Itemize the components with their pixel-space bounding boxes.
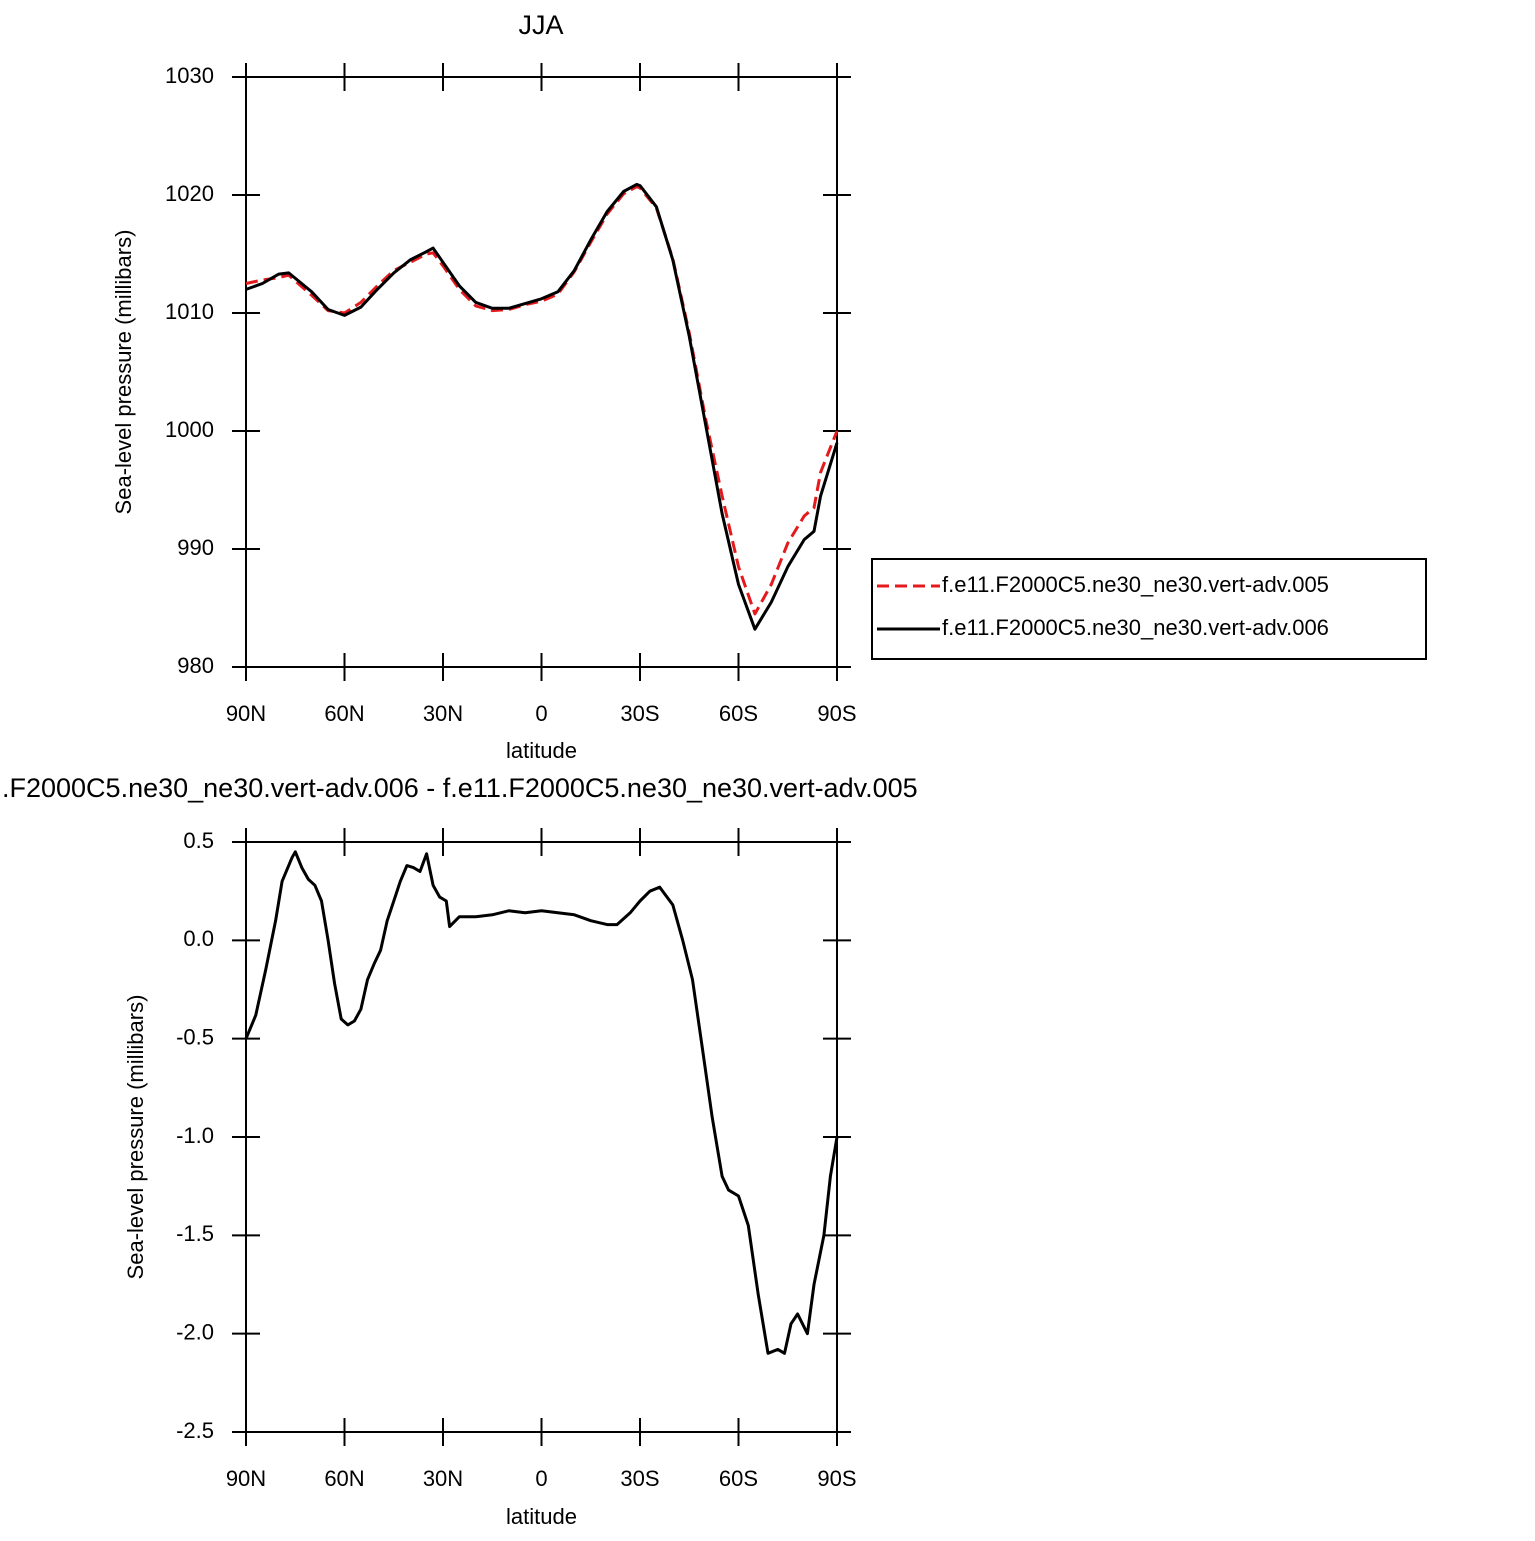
y-tick-label: -1.0 — [176, 1123, 214, 1148]
x-tick-label: 30S — [620, 701, 659, 726]
y-tick-label: 980 — [177, 653, 214, 678]
y-tick-label: -2.5 — [176, 1418, 214, 1443]
legend-label: f.e11.F2000C5.ne30_ne30.vert-adv.006 — [942, 615, 1329, 640]
y-tick-label: 1000 — [165, 417, 214, 442]
x-tick-label: 0 — [535, 701, 547, 726]
y-tick-label: 1030 — [165, 63, 214, 88]
legend-label: f.e11.F2000C5.ne30_ne30.vert-adv.005 — [942, 572, 1329, 597]
x-tick-label: 60N — [324, 701, 364, 726]
legend-box — [871, 558, 1427, 660]
y-tick-label: 0.0 — [183, 926, 214, 951]
x-tick-label: 60N — [324, 1466, 364, 1491]
x-tick-label: 30N — [423, 701, 463, 726]
y-tick-label: -2.0 — [176, 1319, 214, 1344]
series-line — [244, 850, 839, 1355]
y-axis-label: Sea-level pressure (millibars) — [111, 230, 136, 515]
plot-frame — [245, 841, 838, 1433]
y-axis-label: Sea-level pressure (millibars) — [123, 995, 148, 1280]
x-tick-label: 90S — [817, 1466, 856, 1491]
y-tick-label: 1010 — [165, 299, 214, 324]
series-line — [245, 182, 839, 631]
x-tick-label: 90S — [817, 701, 856, 726]
x-tick-label: 60S — [719, 1466, 758, 1491]
x-tick-label: 30S — [620, 1466, 659, 1491]
x-tick-label: 30N — [423, 1466, 463, 1491]
x-tick-label: 0 — [535, 1466, 547, 1491]
x-tick-label: 90N — [226, 701, 266, 726]
y-tick-label: 990 — [177, 535, 214, 560]
y-tick-label: 1020 — [165, 181, 214, 206]
series-line — [245, 185, 839, 616]
x-tick-label: 90N — [226, 1466, 266, 1491]
x-axis-label: latitude — [506, 738, 577, 763]
chart-title: JJA — [518, 10, 563, 40]
y-tick-label: -0.5 — [176, 1024, 214, 1049]
plot-frame — [245, 76, 838, 668]
y-tick-label: 0.5 — [183, 828, 214, 853]
x-tick-label: 60S — [719, 701, 758, 726]
chart-title: .F2000C5.ne30_ne30.vert-adv.006 - f.e11.… — [2, 773, 918, 803]
y-tick-label: -1.5 — [176, 1221, 214, 1246]
x-axis-label: latitude — [506, 1504, 577, 1529]
